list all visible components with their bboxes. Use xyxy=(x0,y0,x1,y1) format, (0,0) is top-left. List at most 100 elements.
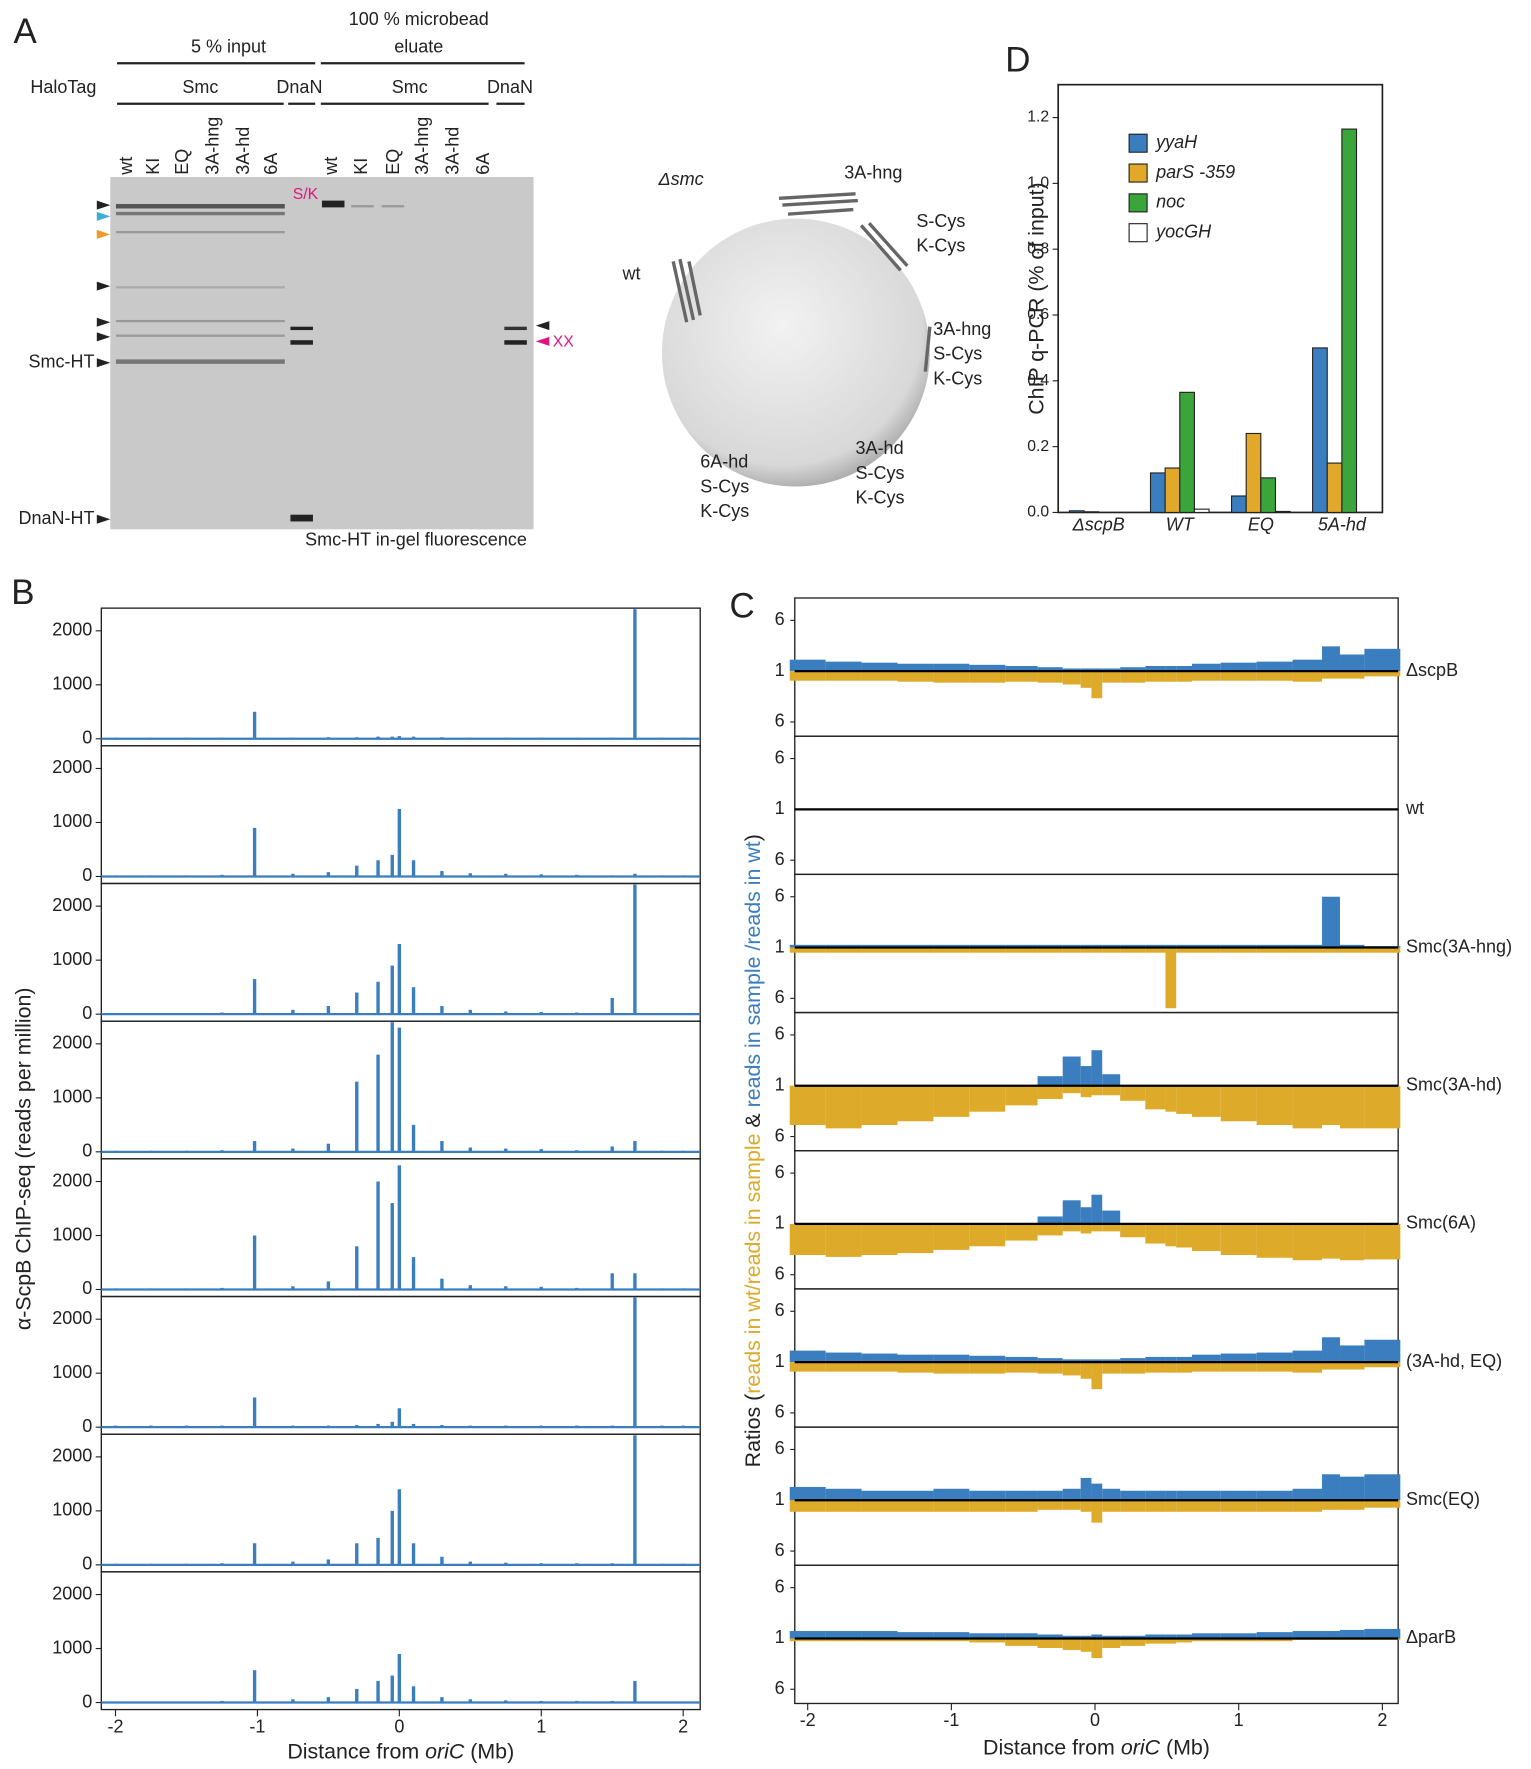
ratio-bar xyxy=(1091,1500,1103,1523)
spike xyxy=(468,1425,472,1428)
y-tick-label: 6 xyxy=(775,987,785,1007)
spike xyxy=(411,736,416,739)
spike xyxy=(660,1288,664,1290)
y-tick-label: 0 xyxy=(82,865,92,885)
spike xyxy=(376,981,380,1015)
y-tick-label: 2000 xyxy=(52,1170,92,1190)
ratio-bar xyxy=(1364,1362,1401,1368)
plate-label: K-Cys xyxy=(856,488,905,508)
ratio-bar xyxy=(1120,1085,1146,1101)
ratio-bar xyxy=(1102,1635,1121,1639)
spike xyxy=(397,736,402,739)
spike xyxy=(539,737,543,739)
ratio-bar xyxy=(1080,668,1092,672)
plate-label: 3A-hng xyxy=(933,319,991,339)
track-label: ΔscpB xyxy=(1406,660,1458,680)
spike xyxy=(184,1150,189,1152)
ratio-bar xyxy=(1176,1638,1193,1643)
x-tick-label: 2 xyxy=(1377,1710,1387,1730)
lane-label: 6A xyxy=(261,153,281,175)
spike xyxy=(411,1686,416,1703)
ratio-bar xyxy=(861,1353,898,1363)
spike xyxy=(291,1425,295,1428)
spike xyxy=(468,1285,472,1290)
spike xyxy=(610,737,614,739)
spike xyxy=(326,1281,331,1290)
ratio-bar xyxy=(1037,671,1063,683)
panel-label: B xyxy=(11,573,34,612)
ratio-bar xyxy=(1037,667,1063,672)
axis-label-part: Ratios ( xyxy=(741,1394,765,1468)
ratio-bar xyxy=(1339,1500,1365,1510)
y-axis-label: ChIP q-PCR (% of input) xyxy=(1025,182,1049,414)
ratio-bar xyxy=(1256,1490,1293,1501)
spike xyxy=(252,1670,257,1703)
ratio-bar xyxy=(1165,1638,1177,1644)
lane-label: EQ xyxy=(383,149,403,175)
spike xyxy=(355,1246,359,1290)
ratio-bar xyxy=(825,1488,862,1501)
panel-label: A xyxy=(14,12,38,51)
ratio-bar xyxy=(1165,1634,1177,1639)
ratio-bar xyxy=(1120,671,1146,683)
ratio-bar xyxy=(1037,1638,1063,1649)
ratio-bar xyxy=(825,947,862,953)
y-tick-label: 0.4 xyxy=(1027,372,1049,389)
spike xyxy=(291,1148,295,1152)
ratio-bar xyxy=(1102,1500,1121,1512)
x-tick-label: -2 xyxy=(800,1710,816,1730)
spike xyxy=(291,1009,295,1015)
spike xyxy=(184,1563,189,1565)
y-tick-label: 6 xyxy=(775,1540,785,1560)
plate-label: 3A-hd xyxy=(856,438,904,458)
y-tick-label: 6 xyxy=(775,1263,785,1283)
spike xyxy=(326,872,331,877)
ratio-bar xyxy=(1192,1633,1221,1639)
ratio-bar xyxy=(1256,944,1293,948)
bar xyxy=(1083,511,1100,514)
ratio-bar xyxy=(1292,947,1323,953)
ratio-bar xyxy=(1165,1500,1177,1512)
spike xyxy=(326,737,331,739)
ratio-bar xyxy=(1080,1085,1092,1098)
ratio-bar xyxy=(1256,1352,1293,1363)
ratio-bar xyxy=(1322,1500,1340,1510)
ratio-bar xyxy=(1062,944,1081,948)
spike xyxy=(575,1287,579,1290)
legend-label: yyaH xyxy=(1154,132,1198,152)
ratio-bar xyxy=(825,1085,862,1129)
spike xyxy=(113,1288,118,1290)
ratio-bar xyxy=(969,664,1006,672)
ratio-bar xyxy=(1037,1500,1063,1510)
ratio-bar xyxy=(1145,666,1166,672)
y-tick-label: 6 xyxy=(775,1678,785,1698)
spike xyxy=(575,874,579,877)
y-tick-label: 1.0 xyxy=(1027,175,1049,192)
lane-label: KI xyxy=(351,158,371,175)
spike xyxy=(440,871,444,877)
y-tick-label: 6 xyxy=(775,1125,785,1145)
y-tick-label: 1 xyxy=(775,1074,785,1094)
spike xyxy=(539,1011,543,1015)
spike xyxy=(376,1054,380,1152)
spike xyxy=(113,1563,118,1565)
ratio-bar xyxy=(969,944,1006,948)
ratio-bar xyxy=(1037,1362,1063,1374)
y-axis-label: α-ScpB ChIP-seq (reads per million) xyxy=(11,988,35,1331)
axis-label-part: Distance from xyxy=(983,1735,1121,1759)
bar xyxy=(1149,472,1166,514)
axis-label: Distance from oriC (Mb) xyxy=(983,1735,1210,1759)
spike xyxy=(291,737,295,739)
track-label: wt xyxy=(1405,798,1424,818)
ratio-bar xyxy=(1176,1634,1193,1639)
spike xyxy=(220,1700,224,1703)
ratio-bar xyxy=(1120,1638,1146,1646)
ratio-bar xyxy=(1037,944,1063,948)
spike xyxy=(149,737,153,739)
spike xyxy=(411,1543,416,1565)
spike xyxy=(575,1700,579,1703)
ratio-bar xyxy=(1339,1345,1365,1363)
plot-frame xyxy=(1057,83,1384,514)
ratio-bar xyxy=(1005,671,1038,682)
spike xyxy=(681,1150,685,1152)
